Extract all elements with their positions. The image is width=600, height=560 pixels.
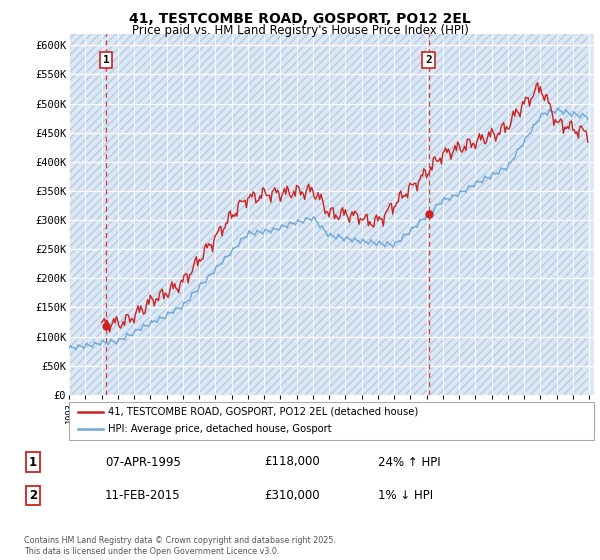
Text: 2: 2 [29, 489, 37, 502]
Text: £310,000: £310,000 [264, 489, 320, 502]
Text: 41, TESTCOMBE ROAD, GOSPORT, PO12 2EL (detached house): 41, TESTCOMBE ROAD, GOSPORT, PO12 2EL (d… [109, 407, 419, 417]
Text: 1: 1 [103, 55, 109, 65]
Text: 2: 2 [425, 55, 432, 65]
Text: 1: 1 [29, 455, 37, 469]
Text: 07-APR-1995: 07-APR-1995 [105, 455, 181, 469]
Text: 11-FEB-2015: 11-FEB-2015 [105, 489, 181, 502]
Text: Contains HM Land Registry data © Crown copyright and database right 2025.
This d: Contains HM Land Registry data © Crown c… [24, 536, 336, 556]
Text: £118,000: £118,000 [264, 455, 320, 469]
Text: 24% ↑ HPI: 24% ↑ HPI [378, 455, 440, 469]
Text: HPI: Average price, detached house, Gosport: HPI: Average price, detached house, Gosp… [109, 424, 332, 435]
Text: Price paid vs. HM Land Registry's House Price Index (HPI): Price paid vs. HM Land Registry's House … [131, 24, 469, 36]
Text: 1% ↓ HPI: 1% ↓ HPI [378, 489, 433, 502]
Text: 41, TESTCOMBE ROAD, GOSPORT, PO12 2EL: 41, TESTCOMBE ROAD, GOSPORT, PO12 2EL [129, 12, 471, 26]
